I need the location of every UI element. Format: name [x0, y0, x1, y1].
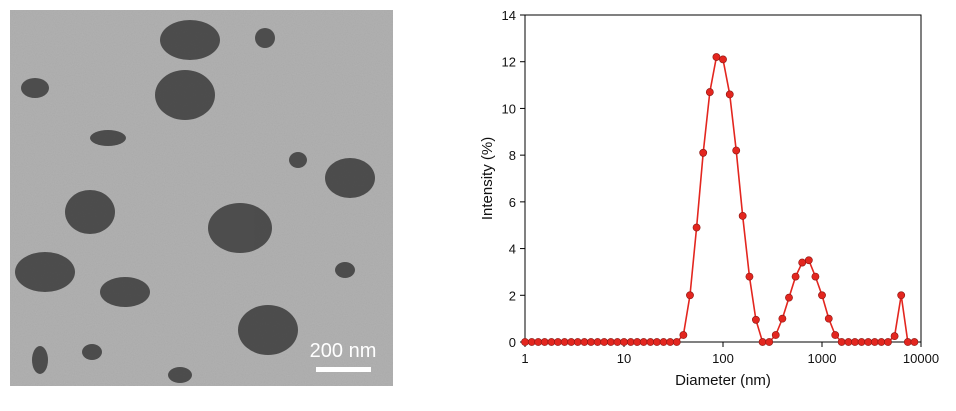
data-point — [547, 338, 556, 346]
y-tick-label: 8 — [509, 148, 516, 163]
data-point — [903, 338, 912, 346]
data-point — [719, 55, 727, 64]
x-tick-label: 1 — [521, 351, 528, 366]
x-axis-title: Diameter (nm) — [675, 372, 771, 389]
data-point — [771, 331, 780, 339]
y-tick-label: 10 — [502, 101, 516, 116]
data-point — [765, 338, 774, 346]
data-point — [580, 338, 589, 346]
data-point — [626, 338, 635, 346]
data-point — [620, 338, 628, 346]
data-point — [857, 338, 866, 346]
data-point — [791, 272, 800, 281]
chart: 0 2 4 6 8 10 12 14 1 10 100 1000 10000 Diameter (nm) I… — [479, 8, 939, 389]
data-point — [600, 338, 609, 346]
data-point — [712, 53, 721, 61]
y-axis-title: Intensity (%) — [479, 137, 496, 220]
data-point — [521, 338, 529, 346]
data-point — [613, 338, 622, 346]
data-point — [633, 338, 642, 346]
data-point — [752, 315, 760, 324]
data-point — [837, 338, 846, 346]
data-point — [646, 338, 655, 346]
data-point — [725, 90, 734, 99]
data-point — [738, 211, 747, 220]
data-point — [870, 338, 879, 346]
data-point — [686, 291, 694, 300]
y-tick-label: 0 — [509, 335, 516, 350]
data-point — [699, 148, 708, 157]
data-point — [818, 291, 826, 300]
data-point — [679, 331, 688, 339]
data-point — [573, 338, 582, 346]
x-tick-label: 10 — [617, 351, 631, 366]
data-point — [864, 338, 873, 346]
y-tick-label: 2 — [509, 288, 516, 303]
series-line — [525, 55, 915, 343]
x-tick-label: 10000 — [903, 351, 939, 366]
data-point — [659, 338, 668, 346]
data-point — [540, 338, 549, 346]
data-point — [692, 223, 701, 232]
data-point — [587, 338, 595, 346]
scale-bar-label: 200 nm — [310, 340, 377, 362]
data-point — [672, 338, 681, 346]
data-point — [844, 338, 853, 346]
data-point — [785, 293, 793, 302]
x-tick-label: 100 — [712, 351, 734, 366]
y-tick-label: 14 — [502, 8, 516, 23]
data-point — [527, 338, 536, 346]
data-point — [534, 338, 543, 346]
data-point — [705, 88, 714, 96]
data-point — [732, 146, 741, 155]
data-point — [831, 331, 840, 339]
data-point — [666, 338, 675, 346]
plot-frame — [524, 14, 922, 343]
data-point — [778, 314, 787, 323]
data-point — [560, 338, 569, 346]
micrograph: 200 nm — [10, 10, 393, 386]
data-point — [811, 272, 820, 281]
data-point — [897, 291, 906, 300]
data-point — [804, 256, 813, 265]
data-point — [745, 272, 754, 281]
y-tick-label: 4 — [509, 242, 516, 257]
data-point — [606, 338, 615, 346]
data-point — [593, 338, 602, 346]
y-tick-label: 12 — [502, 55, 516, 70]
x-tick-label: 1000 — [808, 351, 837, 366]
data-point — [639, 338, 648, 346]
data-point — [890, 332, 899, 341]
data-point — [910, 338, 919, 346]
data-point — [798, 258, 807, 267]
y-tick-label: 6 — [509, 195, 516, 210]
data-point — [554, 338, 562, 346]
data-point — [567, 338, 576, 346]
data-point — [877, 338, 886, 346]
data-point — [824, 314, 833, 323]
data-point — [851, 338, 859, 346]
data-point — [884, 338, 892, 346]
data-point — [758, 338, 767, 346]
data-point — [653, 338, 661, 346]
